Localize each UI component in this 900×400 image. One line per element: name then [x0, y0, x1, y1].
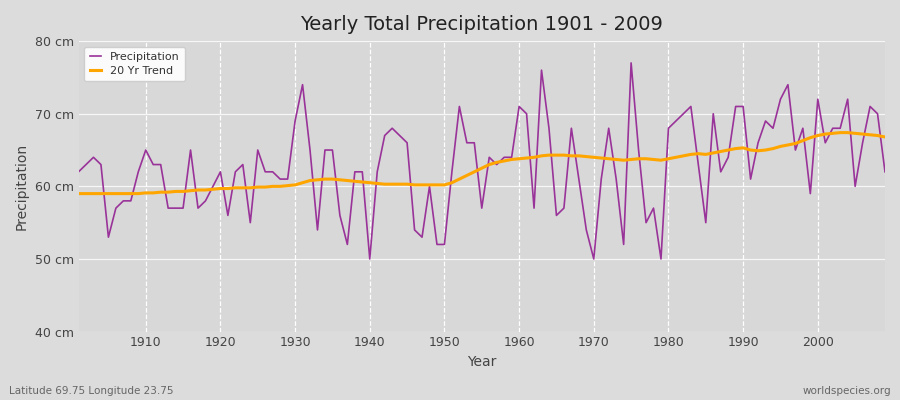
- Text: Latitude 69.75 Longitude 23.75: Latitude 69.75 Longitude 23.75: [9, 386, 174, 396]
- X-axis label: Year: Year: [467, 355, 497, 369]
- Precipitation: [611, 177, 622, 182]
- Precipitation: [133, 170, 144, 174]
- 20 Yr Trend: [73, 191, 84, 196]
- Text: worldspecies.org: worldspecies.org: [803, 386, 891, 396]
- Title: Yearly Total Precipitation 1901 - 2009: Yearly Total Precipitation 1901 - 2009: [301, 15, 663, 34]
- Precipitation: [297, 82, 308, 87]
- Line: Precipitation: Precipitation: [78, 63, 885, 259]
- 20 Yr Trend: [514, 156, 525, 161]
- 20 Yr Trend: [506, 157, 517, 162]
- 20 Yr Trend: [342, 178, 353, 183]
- 20 Yr Trend: [297, 180, 308, 185]
- Precipitation: [364, 256, 375, 261]
- Line: 20 Yr Trend: 20 Yr Trend: [78, 133, 885, 194]
- Precipitation: [626, 60, 636, 65]
- Precipitation: [514, 104, 525, 109]
- Precipitation: [342, 242, 353, 247]
- 20 Yr Trend: [835, 130, 846, 135]
- 20 Yr Trend: [879, 134, 890, 139]
- Legend: Precipitation, 20 Yr Trend: Precipitation, 20 Yr Trend: [84, 47, 185, 81]
- Y-axis label: Precipitation: Precipitation: [15, 143, 29, 230]
- Precipitation: [521, 111, 532, 116]
- 20 Yr Trend: [133, 191, 144, 196]
- Precipitation: [879, 170, 890, 174]
- 20 Yr Trend: [603, 156, 614, 161]
- Precipitation: [73, 170, 84, 174]
